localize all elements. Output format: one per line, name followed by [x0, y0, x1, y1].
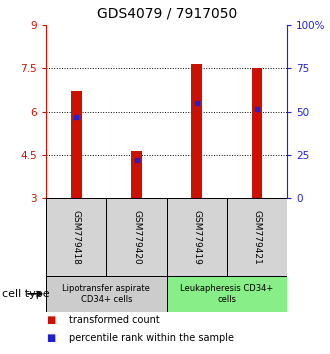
Bar: [46, 198, 106, 276]
Text: GSM779420: GSM779420: [132, 210, 141, 264]
Text: ■: ■: [46, 333, 55, 343]
Bar: [251, 68, 262, 198]
Bar: [191, 64, 202, 198]
Text: cell type: cell type: [2, 289, 49, 299]
Bar: [227, 198, 287, 276]
Text: transformed count: transformed count: [69, 315, 160, 325]
Bar: [106, 198, 167, 276]
Text: percentile rank within the sample: percentile rank within the sample: [69, 333, 234, 343]
Text: GSM779421: GSM779421: [252, 210, 261, 264]
Bar: [131, 151, 142, 198]
Text: GSM779418: GSM779418: [72, 210, 81, 265]
Bar: [167, 198, 227, 276]
Text: Leukapheresis CD34+
cells: Leukapheresis CD34+ cells: [180, 284, 274, 303]
Text: Lipotransfer aspirate
CD34+ cells: Lipotransfer aspirate CD34+ cells: [62, 284, 150, 303]
Text: ■: ■: [46, 315, 55, 325]
Bar: [71, 91, 82, 198]
Text: GSM779419: GSM779419: [192, 210, 201, 265]
Bar: [46, 276, 167, 312]
Bar: [167, 276, 287, 312]
Title: GDS4079 / 7917050: GDS4079 / 7917050: [97, 7, 237, 21]
